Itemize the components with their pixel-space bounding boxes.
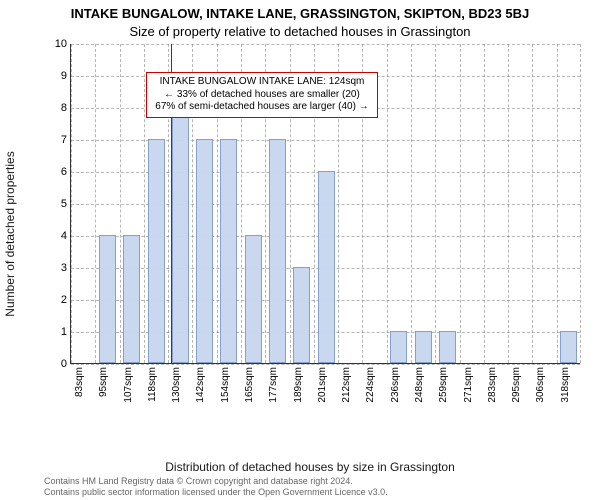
x-tick-label: 283sqm [487, 367, 498, 403]
x-tick-label: 212sqm [341, 367, 352, 403]
histogram-bar [560, 331, 577, 363]
y-tick-label: 1 [49, 326, 67, 338]
y-tick-label: 6 [49, 166, 67, 178]
footer-attribution: Contains HM Land Registry data © Crown c… [44, 476, 388, 498]
histogram-bar [148, 139, 165, 363]
callout-line2: ← 33% of detached houses are smaller (20… [153, 89, 371, 102]
y-tick-label: 10 [49, 38, 67, 50]
x-tick-label: 107sqm [123, 367, 134, 403]
gridline-v [120, 44, 121, 363]
histogram-bar [123, 235, 140, 363]
gridline-v [508, 44, 509, 363]
y-tick-label: 9 [49, 70, 67, 82]
gridline-v [144, 44, 145, 363]
x-tick-label: 295sqm [511, 367, 522, 403]
gridline-v [484, 44, 485, 363]
page-title-line2: Size of property relative to detached ho… [0, 21, 600, 39]
y-tick-label: 7 [49, 134, 67, 146]
gridline-h [71, 364, 580, 365]
gridline-v [71, 44, 72, 363]
histogram-bar [439, 331, 456, 363]
x-tick-label: 236sqm [390, 367, 401, 403]
histogram-bar [415, 331, 432, 363]
x-tick-label: 306sqm [535, 367, 546, 403]
x-tick-label: 95sqm [98, 367, 109, 397]
gridline-v [435, 44, 436, 363]
x-tick-label: 259sqm [438, 367, 449, 403]
histogram-bar [245, 235, 262, 363]
callout-line1: INTAKE BUNGALOW INTAKE LANE: 124sqm [153, 76, 371, 89]
histogram-bar [269, 139, 286, 363]
x-axis-label: Distribution of detached houses by size … [165, 460, 455, 474]
x-tick-label: 142sqm [195, 367, 206, 403]
y-tick-label: 3 [49, 262, 67, 274]
histogram-bar [390, 331, 407, 363]
x-tick-label: 118sqm [147, 367, 158, 402]
x-tick-label: 271sqm [463, 367, 474, 403]
x-tick-label: 189sqm [293, 367, 304, 403]
callout-box: INTAKE BUNGALOW INTAKE LANE: 124sqm← 33%… [146, 72, 378, 118]
y-tick-label: 8 [49, 102, 67, 114]
page-title-line1: INTAKE BUNGALOW, INTAKE LANE, GRASSINGTO… [0, 0, 600, 21]
histogram-bar [318, 171, 335, 363]
histogram-bar [172, 107, 189, 363]
gridline-v [411, 44, 412, 363]
footer-line2: Contains public sector information licen… [44, 487, 388, 498]
x-tick-label: 201sqm [317, 367, 328, 403]
x-tick-label: 318sqm [560, 367, 571, 403]
chart-area: Number of detached properties 0123456789… [40, 44, 580, 424]
gridline-v [387, 44, 388, 363]
gridline-h [71, 44, 580, 45]
x-tick-label: 83sqm [74, 367, 85, 397]
x-tick-label: 224sqm [365, 367, 376, 403]
histogram-bar [196, 139, 213, 363]
y-axis-label: Number of detached properties [3, 151, 17, 316]
y-tick-label: 5 [49, 198, 67, 210]
histogram-bar [220, 139, 237, 363]
plot-region: 01234567891083sqm95sqm107sqm118sqm130sqm… [70, 44, 580, 364]
x-tick-label: 248sqm [414, 367, 425, 403]
histogram-bar [293, 267, 310, 363]
gridline-v [532, 44, 533, 363]
y-tick-label: 2 [49, 294, 67, 306]
histogram-bar [99, 235, 116, 363]
x-tick-label: 154sqm [220, 367, 231, 403]
footer-line1: Contains HM Land Registry data © Crown c… [44, 476, 388, 487]
x-tick-label: 130sqm [171, 367, 182, 403]
y-tick-label: 4 [49, 230, 67, 242]
gridline-v [580, 44, 581, 363]
callout-line3: 67% of semi-detached houses are larger (… [153, 101, 371, 114]
gridline-v [460, 44, 461, 363]
y-tick-label: 0 [49, 358, 67, 370]
x-tick-label: 177sqm [268, 367, 279, 403]
gridline-v [557, 44, 558, 363]
gridline-v [95, 44, 96, 363]
x-tick-label: 165sqm [244, 367, 255, 403]
